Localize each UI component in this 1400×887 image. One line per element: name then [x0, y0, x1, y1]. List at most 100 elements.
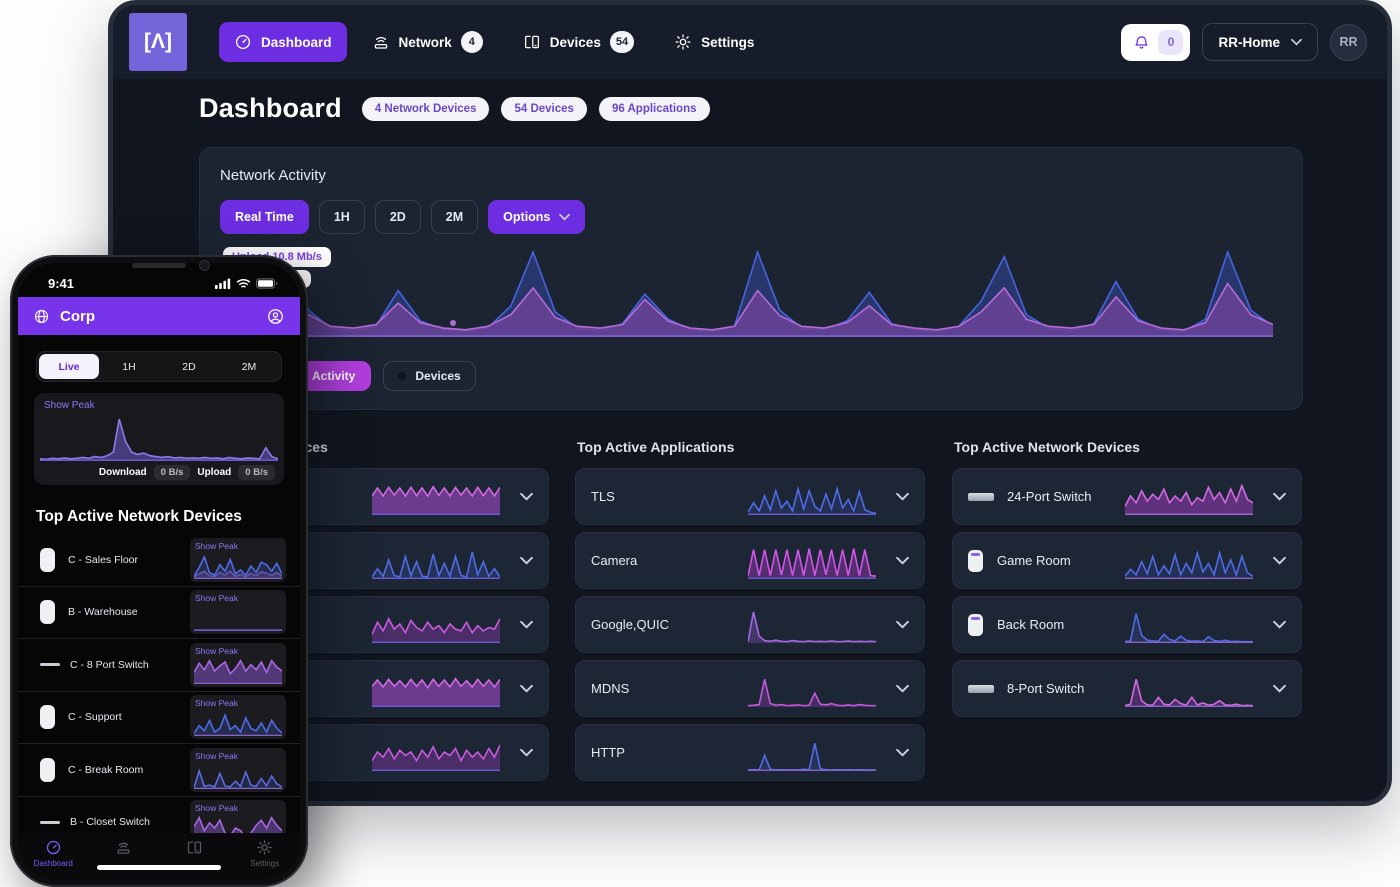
table-row[interactable]: 24-Port Switch — [952, 468, 1302, 525]
site-name: RR-Home — [1218, 34, 1280, 50]
device-chart-thumb[interactable]: Show Peak — [190, 642, 286, 687]
table-row[interactable]: Google,QUIC — [575, 596, 925, 653]
chevron-down-icon[interactable] — [896, 556, 909, 565]
chevron-down-icon[interactable] — [1273, 620, 1286, 629]
time-filter-2m[interactable]: 2M — [430, 200, 479, 234]
notifications-button[interactable]: 0 — [1121, 23, 1191, 61]
row-label: Game Room — [997, 553, 1071, 568]
row-sparkline — [748, 607, 876, 643]
settings-icon — [257, 840, 272, 855]
devices-icon — [187, 841, 201, 854]
nav-label: Devices — [549, 34, 601, 50]
phone-tab-2m[interactable]: 2M — [241, 360, 257, 373]
show-peak-link[interactable]: Show Peak — [195, 645, 238, 656]
device-chart-thumb[interactable]: Show Peak — [190, 800, 286, 833]
device-label: B - Warehouse — [68, 606, 138, 619]
network-devices-badge[interactable]: 4 Network Devices — [361, 96, 490, 121]
show-peak-link[interactable]: Show Peak — [195, 750, 238, 761]
devices-badge[interactable]: 54 Devices — [501, 96, 587, 121]
chevron-down-icon[interactable] — [1273, 684, 1286, 693]
chevron-down-icon[interactable] — [896, 620, 909, 629]
legend-activity[interactable]: Activity — [296, 361, 372, 391]
list-item[interactable]: C - Sales Floor Show Peak — [18, 534, 300, 587]
chevron-down-icon[interactable] — [520, 748, 533, 757]
show-peak-link[interactable]: Show Peak — [195, 540, 238, 551]
notification-count: 0 — [1158, 29, 1184, 55]
network-activity-chart[interactable] — [219, 244, 1273, 337]
show-peak-link[interactable]: Show Peak — [195, 593, 238, 604]
summary-badges: 4 Network Devices 54 Devices 96 Applicat… — [361, 96, 710, 121]
time-filter-1h[interactable]: 1H — [318, 200, 365, 234]
chevron-down-icon[interactable] — [896, 684, 909, 693]
chevron-down-icon[interactable] — [520, 556, 533, 565]
phone-tab-2d[interactable]: 2D — [182, 360, 196, 373]
table-row[interactable]: Game Room — [952, 532, 1302, 589]
network-icon — [117, 842, 130, 854]
chevron-down-icon[interactable] — [520, 492, 533, 501]
row-sparkline — [748, 543, 876, 579]
table-row[interactable]: Camera — [575, 532, 925, 589]
status-time: 9:41 — [48, 276, 75, 291]
phone-tabbar-dashboard[interactable]: Dashboard — [18, 839, 89, 879]
profile-icon[interactable] — [266, 307, 285, 326]
list-item[interactable]: B - Closet Switch Show Peak — [18, 797, 300, 833]
table-row[interactable]: 8-Port Switch — [952, 660, 1302, 717]
time-filter-2d[interactable]: 2D — [374, 200, 421, 234]
ap-icon — [40, 547, 55, 572]
phone-tab-live[interactable]: Live — [39, 354, 99, 379]
phone-tabbar-settings[interactable]: Settings — [230, 839, 301, 879]
row-sparkline — [372, 479, 500, 515]
list-item[interactable]: C - Break Room Show Peak — [18, 744, 300, 797]
column-header: Top Active Network Devices — [954, 439, 1140, 455]
logo-glyph: [Λ] — [144, 30, 172, 53]
devices-count-badge: 54 — [609, 31, 635, 53]
chevron-down-icon[interactable] — [896, 492, 909, 501]
avatar[interactable]: RR — [1330, 23, 1367, 61]
home-indicator[interactable] — [97, 865, 221, 870]
chevron-down-icon[interactable] — [1273, 556, 1286, 565]
device-chart-thumb[interactable]: Show Peak — [190, 695, 286, 740]
show-peak-link[interactable]: Show Peak — [195, 803, 238, 814]
phone-tab-1h[interactable]: 1H — [122, 360, 136, 373]
bell-icon — [1135, 35, 1149, 49]
time-filter-realtime[interactable]: Real Time — [220, 200, 309, 234]
alta-labs-logo[interactable]: [Λ] — [129, 13, 187, 71]
download-label: Download — [98, 467, 147, 478]
show-peak-link[interactable]: Show Peak — [44, 400, 95, 411]
row-label: TLS — [591, 489, 615, 504]
list-item[interactable]: C - Support Show Peak — [18, 692, 300, 744]
switch-icon — [40, 820, 60, 824]
list-item[interactable]: B - Warehouse Show Peak — [18, 587, 300, 639]
chevron-down-icon[interactable] — [896, 748, 909, 757]
top-active-network-devices-column: Top Active Network Devices 24-Port Switc… — [952, 439, 1302, 724]
legend-devices[interactable]: Devices — [383, 361, 476, 391]
device-chart-thumb[interactable]: Show Peak — [190, 537, 286, 582]
chevron-down-icon[interactable] — [520, 684, 533, 693]
show-peak-link[interactable]: Show Peak — [195, 698, 238, 709]
options-button[interactable]: Options — [488, 200, 586, 234]
chevron-down-icon[interactable] — [1273, 492, 1286, 501]
nav-item-dashboard[interactable]: Dashboard — [219, 22, 347, 62]
nav-item-network[interactable]: Network 4 — [357, 20, 498, 64]
site-selector[interactable]: RR-Home — [1202, 23, 1318, 61]
table-row[interactable]: Back Room — [952, 596, 1302, 653]
list-item[interactable]: C - 8 Port Switch Show Peak — [18, 639, 300, 692]
phone-network-name: Corp — [60, 307, 95, 325]
settings-icon — [675, 34, 691, 50]
applications-badge[interactable]: 96 Applications — [598, 96, 710, 121]
nav-item-settings[interactable]: Settings — [659, 22, 769, 62]
device-sparkline — [194, 552, 282, 579]
phone-tabbar-network[interactable] — [89, 839, 160, 879]
nav-item-devices[interactable]: Devices 54 — [508, 20, 649, 64]
phone-network-header[interactable]: Corp — [18, 297, 300, 335]
device-chart-thumb[interactable]: Show Peak — [190, 747, 286, 792]
table-row[interactable]: HTTP — [575, 724, 925, 781]
chevron-down-icon[interactable] — [520, 620, 533, 629]
device-chart-thumb[interactable]: Show Peak — [190, 590, 286, 635]
phone-tabbar-devices[interactable] — [159, 839, 230, 879]
chart-hover-dot — [450, 320, 456, 326]
table-row[interactable]: MDNS — [575, 660, 925, 717]
row-sparkline — [1125, 543, 1253, 579]
table-row[interactable]: TLS — [575, 468, 925, 525]
phone-traffic-chart[interactable] — [40, 415, 278, 461]
